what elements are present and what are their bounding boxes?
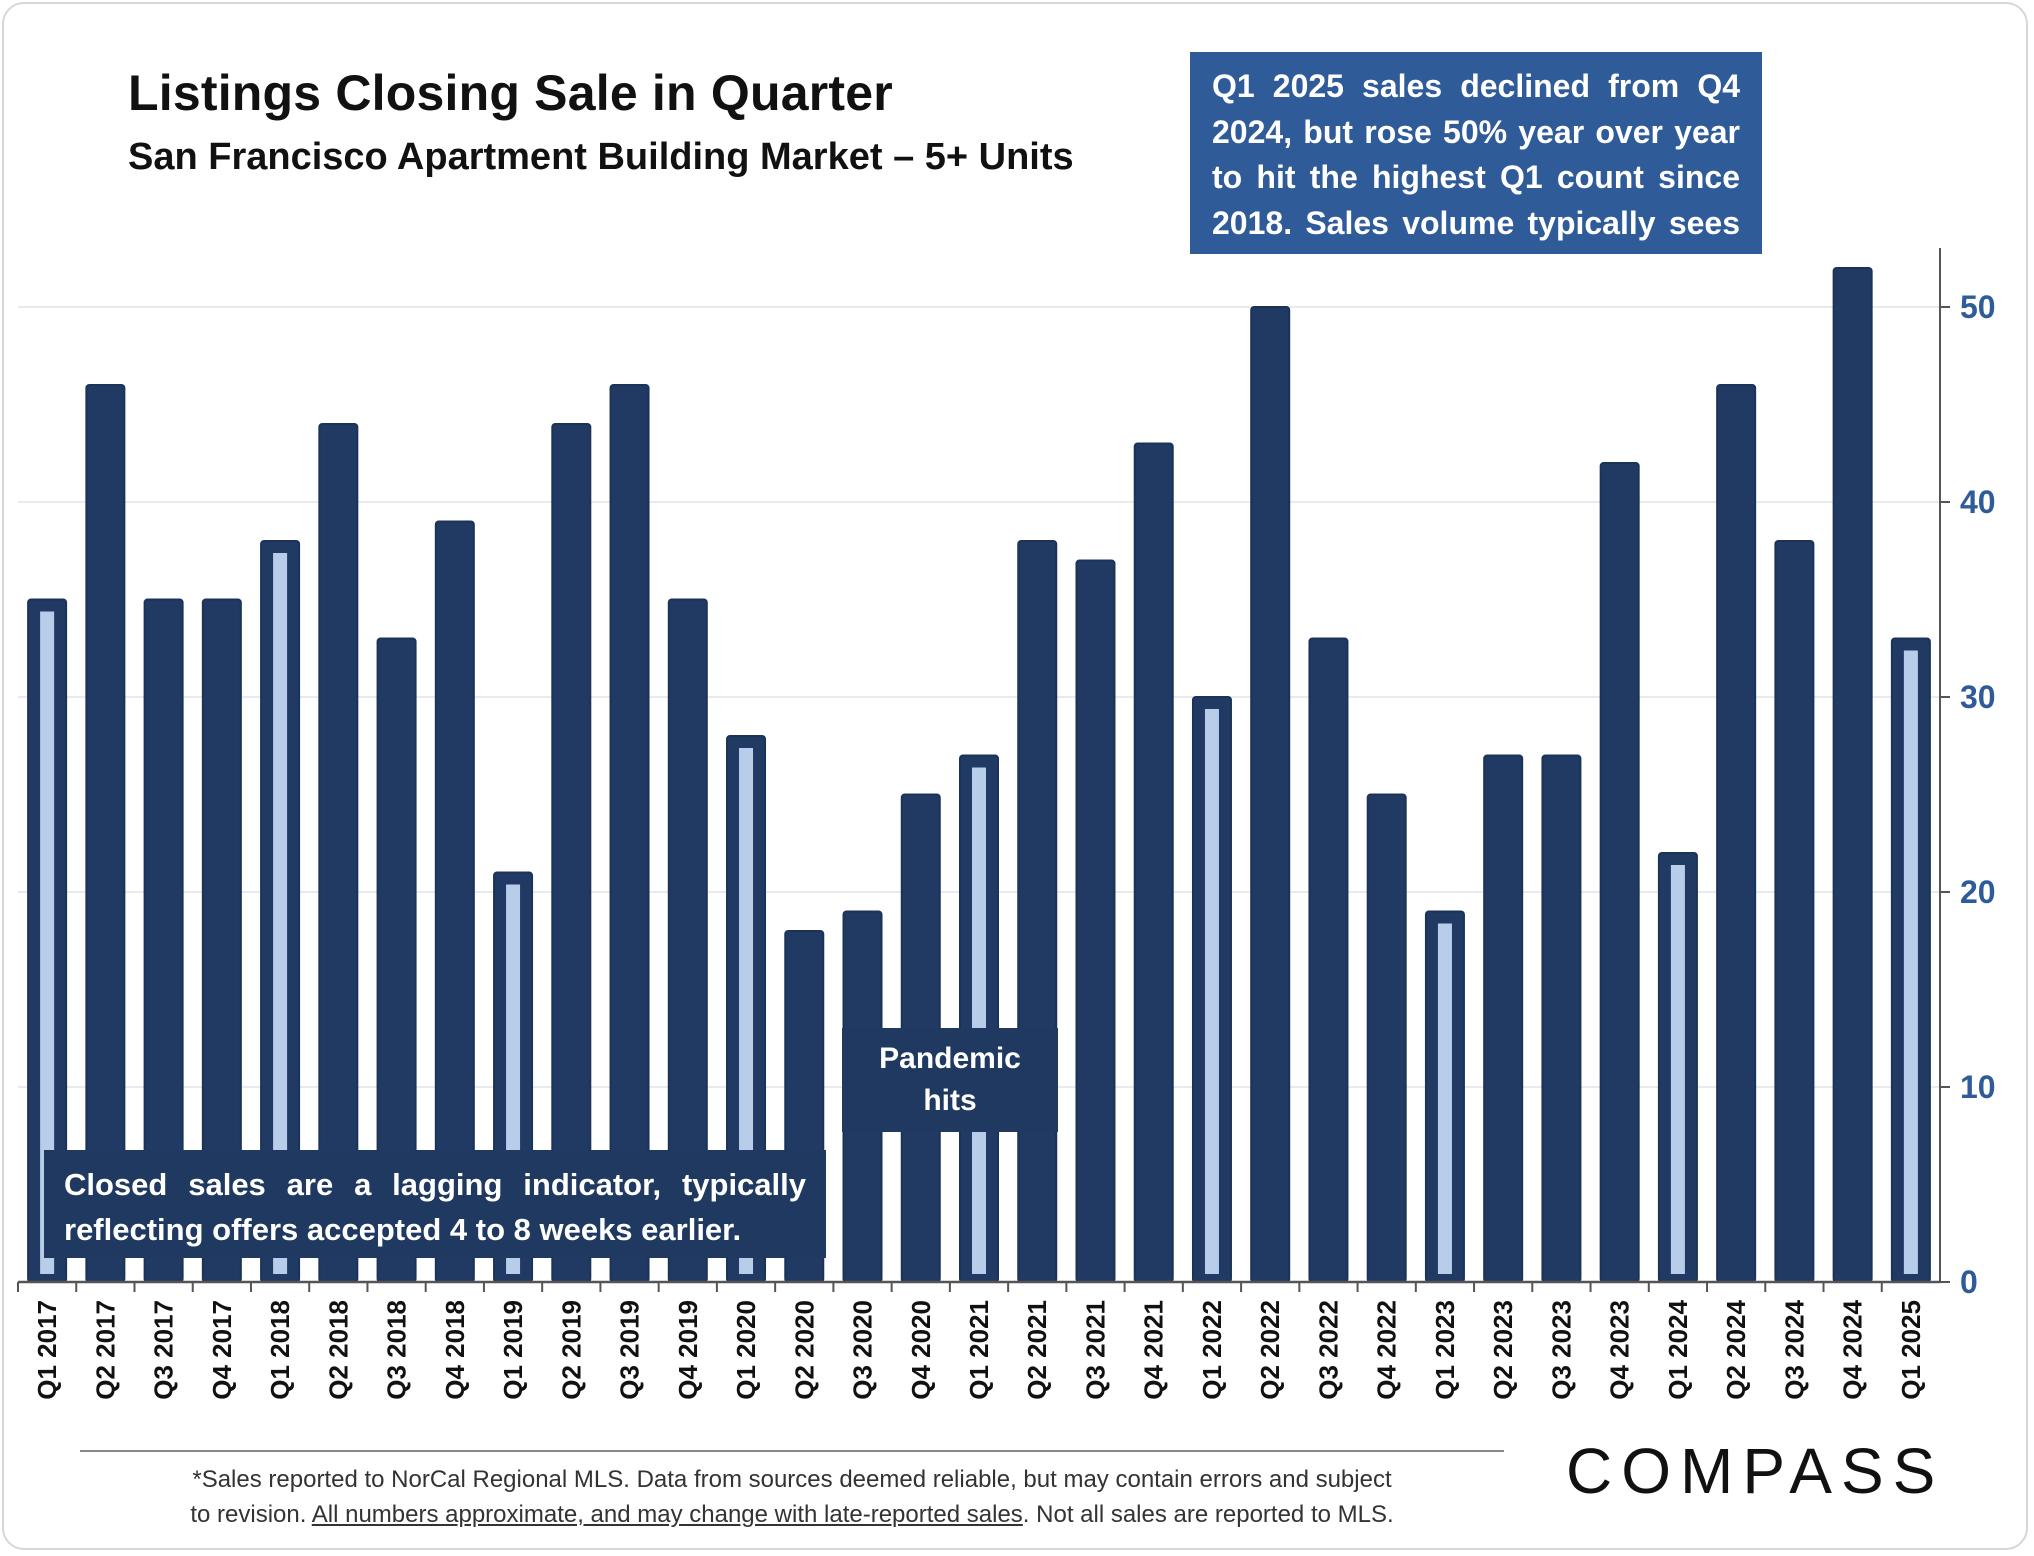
bar — [1133, 442, 1174, 1283]
x-tick-label: Q3 2019 — [615, 1300, 645, 1400]
x-tick-label: Q1 2021 — [964, 1300, 994, 1400]
bar — [1075, 559, 1116, 1283]
footnote-line-1: *Sales reported to NorCal Regional MLS. … — [192, 1466, 1392, 1493]
lagging-indicator-note: Closed sales are a lagging indicator, ty… — [44, 1150, 826, 1258]
bar — [1017, 540, 1058, 1283]
bar — [1599, 462, 1640, 1283]
x-tick-label: Q4 2021 — [1139, 1300, 1169, 1400]
y-tick-label: 0 — [1960, 1264, 1978, 1300]
footnote-line-2: to revision. All numbers approximate, an… — [80, 1497, 1504, 1532]
x-tick-label: Q2 2018 — [323, 1300, 353, 1400]
pandemic-line-1: Pandemic — [879, 1042, 1021, 1075]
x-tick-label: Q1 2025 — [1896, 1300, 1926, 1400]
x-tick-label: Q2 2024 — [1721, 1299, 1751, 1399]
x-tick-label: Q1 2024 — [1663, 1299, 1693, 1399]
bar-q1-highlight — [40, 611, 55, 1274]
y-tick-label: 30 — [1960, 679, 1996, 715]
footnote-line-2-start: to revision. — [190, 1501, 312, 1528]
bar — [1250, 306, 1291, 1283]
bar-chart: 0 10 20 30 40 50 Q1 2017 Q2 2017 Q3 2017 Q4 2017 Q… — [17, 248, 1996, 1400]
x-tick-label: Q2 2022 — [1255, 1300, 1285, 1400]
bar-q1-highlight — [1903, 650, 1918, 1274]
x-tick-label: Q3 2022 — [1313, 1300, 1343, 1400]
x-tick-label: Q4 2018 — [440, 1300, 470, 1400]
x-tick-label: Q1 2017 — [32, 1300, 62, 1400]
x-tick-label: Q2 2020 — [789, 1300, 819, 1400]
x-tick-label: Q1 2020 — [731, 1300, 761, 1400]
bar — [1541, 754, 1582, 1283]
x-tick-label: Q3 2023 — [1546, 1300, 1576, 1400]
bar — [609, 384, 650, 1283]
bar-q1-highlight — [1204, 709, 1219, 1274]
bar-q1-highlight — [273, 553, 288, 1274]
chart-subtitle: San Francisco Apartment Building Market … — [128, 136, 1074, 178]
footer-divider — [80, 1450, 1504, 1452]
x-tick-label: Q4 2022 — [1372, 1300, 1402, 1400]
bar — [1366, 793, 1407, 1283]
x-tick-label: Q1 2019 — [498, 1300, 528, 1400]
compass-logo: COMPASS — [1566, 1435, 1945, 1507]
axes: 0 10 20 30 40 50 Q1 2017 Q2 2017 Q3 2017 Q4 2017 Q… — [17, 248, 1996, 1400]
bar — [85, 384, 126, 1283]
bar-q1-highlight — [972, 767, 986, 1274]
x-tick-label: Q2 2017 — [90, 1300, 120, 1400]
x-tick-label: Q3 2017 — [149, 1300, 179, 1400]
pandemic-line-2: hits — [923, 1084, 977, 1117]
x-tick-label: Q2 2023 — [1488, 1300, 1518, 1400]
bar-q1-highlight — [739, 748, 754, 1274]
footnote-line-2-underlined: All numbers approximate, and may change … — [311, 1501, 1023, 1528]
x-tick-label: Q4 2020 — [906, 1300, 936, 1400]
bar-q1-highlight — [1670, 865, 1685, 1274]
y-tick-label: 40 — [1960, 484, 1996, 520]
x-tick-label: Q4 2024 — [1838, 1299, 1868, 1399]
x-tick-label: Q2 2019 — [556, 1300, 586, 1400]
x-tick-label: Q4 2017 — [207, 1300, 237, 1400]
bar-q1-highlight — [1437, 923, 1452, 1274]
y-tick-label: 20 — [1960, 874, 1996, 910]
bar — [1832, 267, 1873, 1283]
x-tick-label: Q4 2023 — [1605, 1300, 1635, 1400]
x-tick-label: Q3 2024 — [1779, 1299, 1809, 1399]
bar — [1308, 637, 1349, 1283]
y-tick-label: 50 — [1960, 289, 1996, 325]
x-tick-label: Q1 2022 — [1197, 1300, 1227, 1400]
chart-title: Listings Closing Sale in Quarter — [128, 65, 893, 121]
x-tick-label: Q1 2023 — [1430, 1300, 1460, 1400]
x-tick-label: Q2 2021 — [1022, 1300, 1052, 1400]
x-tick-label: Q3 2021 — [1080, 1300, 1110, 1400]
footnote: *Sales reported to NorCal Regional MLS. … — [80, 1462, 1504, 1532]
x-tick-label: Q3 2020 — [848, 1300, 878, 1400]
bar — [1483, 754, 1524, 1283]
x-tick-label: Q1 2018 — [265, 1300, 295, 1400]
bar — [1716, 384, 1757, 1283]
pandemic-annotation: Pandemic hits — [842, 1028, 1058, 1132]
x-tick-label: Q4 2019 — [673, 1300, 703, 1400]
x-tick-label: Q3 2018 — [382, 1300, 412, 1400]
callout-box: Q1 2025 sales declined from Q4 2024, but… — [1190, 52, 1762, 286]
footnote-line-2-end: . Not all sales are reported to MLS. — [1022, 1501, 1394, 1528]
y-tick-label: 10 — [1960, 1069, 1996, 1105]
bar — [1774, 540, 1815, 1283]
